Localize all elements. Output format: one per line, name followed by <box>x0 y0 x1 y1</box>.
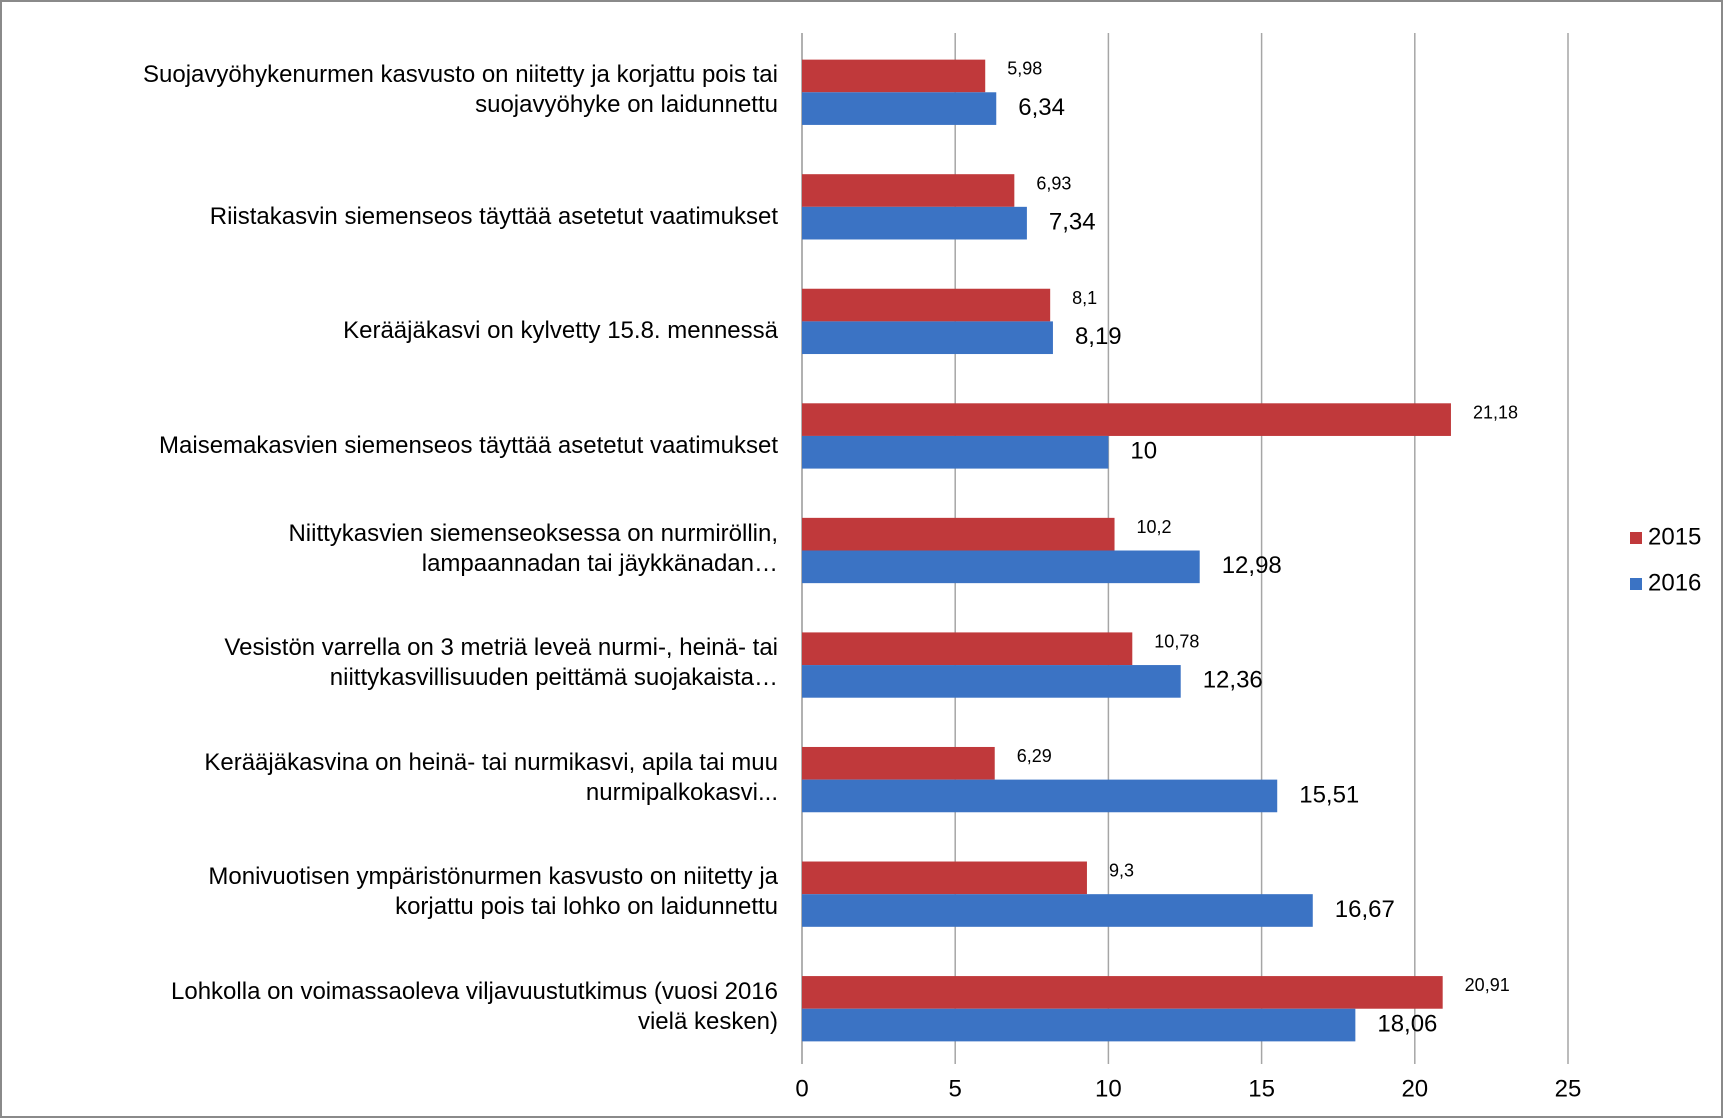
x-tick-label: 20 <box>1401 1075 1428 1102</box>
x-tick-label: 0 <box>795 1075 808 1102</box>
y-tick-label: Maisemakasvien siemenseos täyttää asetet… <box>159 431 778 459</box>
x-tick-label: 5 <box>949 1075 962 1102</box>
legend-swatch <box>1630 578 1642 590</box>
y-tick-label: Vesistön varrella on 3 metriä leveä nurm… <box>224 634 778 692</box>
bar <box>802 206 1027 240</box>
legend-label: 2015 <box>1648 523 1701 550</box>
data-label: 16,67 <box>1335 896 1395 923</box>
x-tick-label: 10 <box>1095 1075 1122 1102</box>
x-tick-label: 25 <box>1555 1075 1582 1102</box>
x-tick-label: 15 <box>1248 1075 1275 1102</box>
bar <box>802 174 1015 207</box>
y-tick-label: Kerääjäkasvina on heinä- tai nurmikasvi,… <box>204 748 778 806</box>
bar <box>802 976 1443 1009</box>
data-label: 8,1 <box>1072 288 1097 308</box>
legend-label: 2016 <box>1648 569 1701 596</box>
y-tick-label: Niittykasvien siemenseoksessa on nurmirö… <box>288 519 778 577</box>
y-tick-label: Kerääjäkasvi on kylvetty 15.8. mennessä <box>343 317 778 345</box>
y-tick-label: Monivuotisen ympäristönurmen kasvusto on… <box>208 863 778 921</box>
bar <box>802 1008 1356 1042</box>
bar <box>802 779 1278 813</box>
bar <box>802 517 1115 551</box>
data-label: 6,29 <box>1017 746 1052 766</box>
bar <box>802 59 986 93</box>
data-label: 9,3 <box>1109 861 1134 881</box>
bar <box>802 632 1133 666</box>
bar <box>802 665 1181 698</box>
y-tick-label: Riistakasvin siemenseos täyttää asetetut… <box>209 202 778 230</box>
legend-swatch <box>1630 532 1642 544</box>
bar <box>802 861 1087 895</box>
data-label: 5,98 <box>1007 59 1042 79</box>
data-label: 10,78 <box>1154 631 1199 651</box>
data-label: 7,34 <box>1049 209 1096 236</box>
bar <box>802 894 1313 927</box>
data-label: 15,51 <box>1299 781 1359 808</box>
data-label: 10 <box>1130 438 1157 465</box>
data-label: 12,98 <box>1222 552 1282 579</box>
data-label: 20,91 <box>1465 975 1510 995</box>
data-label: 10,2 <box>1137 517 1172 537</box>
data-label: 6,34 <box>1018 94 1065 121</box>
bar <box>802 321 1053 355</box>
data-label: 12,36 <box>1203 667 1263 694</box>
data-label: 6,93 <box>1036 173 1071 193</box>
y-tick-label: Suojavyöhykenurmen kasvusto on niitetty … <box>142 61 778 119</box>
data-label: 8,19 <box>1075 323 1122 350</box>
bar <box>802 435 1109 469</box>
bar <box>802 403 1451 436</box>
bar <box>802 550 1200 584</box>
data-label: 21,18 <box>1473 402 1518 422</box>
bar <box>802 92 997 125</box>
bar <box>802 746 995 780</box>
y-tick-label: Lohkolla on voimassaoleva viljavuustutki… <box>171 977 778 1035</box>
bar <box>802 288 1051 322</box>
data-label: 18,06 <box>1377 1010 1437 1037</box>
